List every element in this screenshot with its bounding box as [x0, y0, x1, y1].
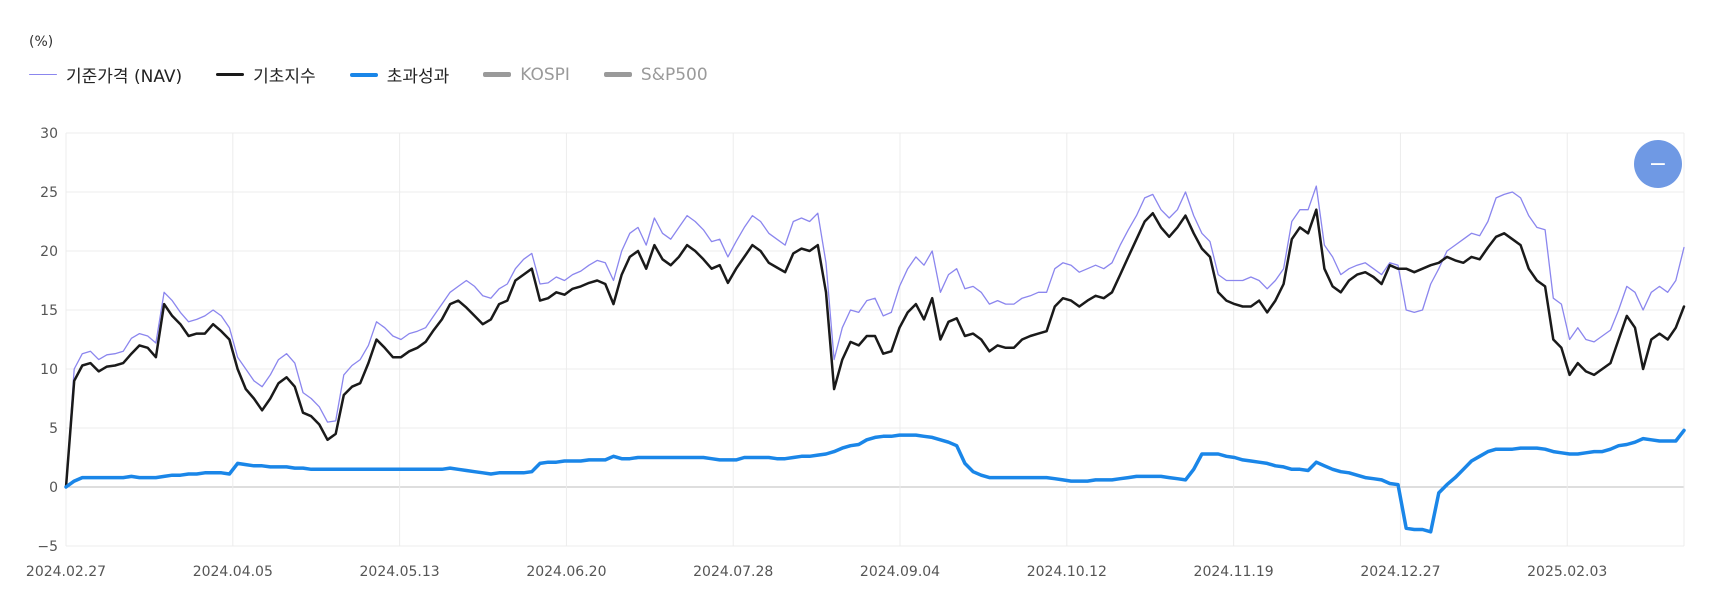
legend-swatch-0 — [29, 73, 57, 76]
x-tick-label-2: 2024.05.13 — [360, 564, 440, 580]
series-line-2 — [64, 428, 1686, 534]
legend-swatch-4 — [603, 72, 632, 77]
legend-swatch-2 — [349, 72, 378, 77]
legend-item-0[interactable]: 기준가격 (NAV) — [29, 62, 182, 87]
y-tick-label-2: 5 — [49, 421, 58, 437]
y-axis-unit-label: (%) — [29, 34, 54, 50]
legend-label-1: 기초지수 — [253, 67, 316, 87]
y-tick-label-0: −5 — [37, 539, 58, 555]
chart-legend: 기준가격 (NAV) 기초지수 초과성과 KOSPI S&P500 — [29, 62, 742, 87]
series-line-0 — [65, 185, 1685, 488]
x-tick-label-0: 2024.02.27 — [26, 564, 106, 580]
legend-item-1[interactable]: 기초지수 — [216, 62, 316, 87]
legend-label-2: 초과성과 — [386, 67, 450, 87]
legend-swatch-1 — [216, 73, 245, 76]
legend-item-2[interactable]: 초과성과 — [349, 62, 450, 87]
y-tick-label-4: 15 — [40, 303, 58, 319]
legend-label-0: 기준가격 (NAV) — [66, 67, 183, 87]
y-tick-label-1: 0 — [49, 480, 58, 496]
x-tick-label-3: 2024.06.20 — [526, 564, 606, 580]
x-tick-label-4: 2024.07.28 — [693, 564, 773, 580]
collapse-button[interactable]: − — [1634, 140, 1682, 188]
x-tick-label-8: 2024.12.27 — [1360, 564, 1440, 580]
x-tick-label-9: 2025.02.03 — [1527, 564, 1607, 580]
x-tick-label-6: 2024.10.12 — [1027, 564, 1107, 580]
minus-icon: − — [1648, 151, 1668, 177]
legend-item-3[interactable]: KOSPI — [483, 62, 570, 87]
x-tick-label-5: 2024.09.04 — [860, 564, 940, 580]
y-tick-label-5: 20 — [40, 244, 58, 260]
legend-label-4: S&P500 — [640, 64, 708, 85]
legend-item-4[interactable]: S&P500 — [603, 62, 708, 87]
legend-label-3: KOSPI — [520, 64, 570, 85]
series-line-1 — [64, 208, 1686, 489]
y-tick-label-6: 25 — [40, 185, 58, 201]
legend-swatch-3 — [483, 72, 512, 77]
y-tick-label-3: 10 — [40, 362, 58, 378]
x-tick-label-1: 2024.04.05 — [193, 564, 273, 580]
y-tick-label-7: 30 — [40, 126, 58, 142]
x-tick-label-7: 2024.11.19 — [1194, 564, 1274, 580]
